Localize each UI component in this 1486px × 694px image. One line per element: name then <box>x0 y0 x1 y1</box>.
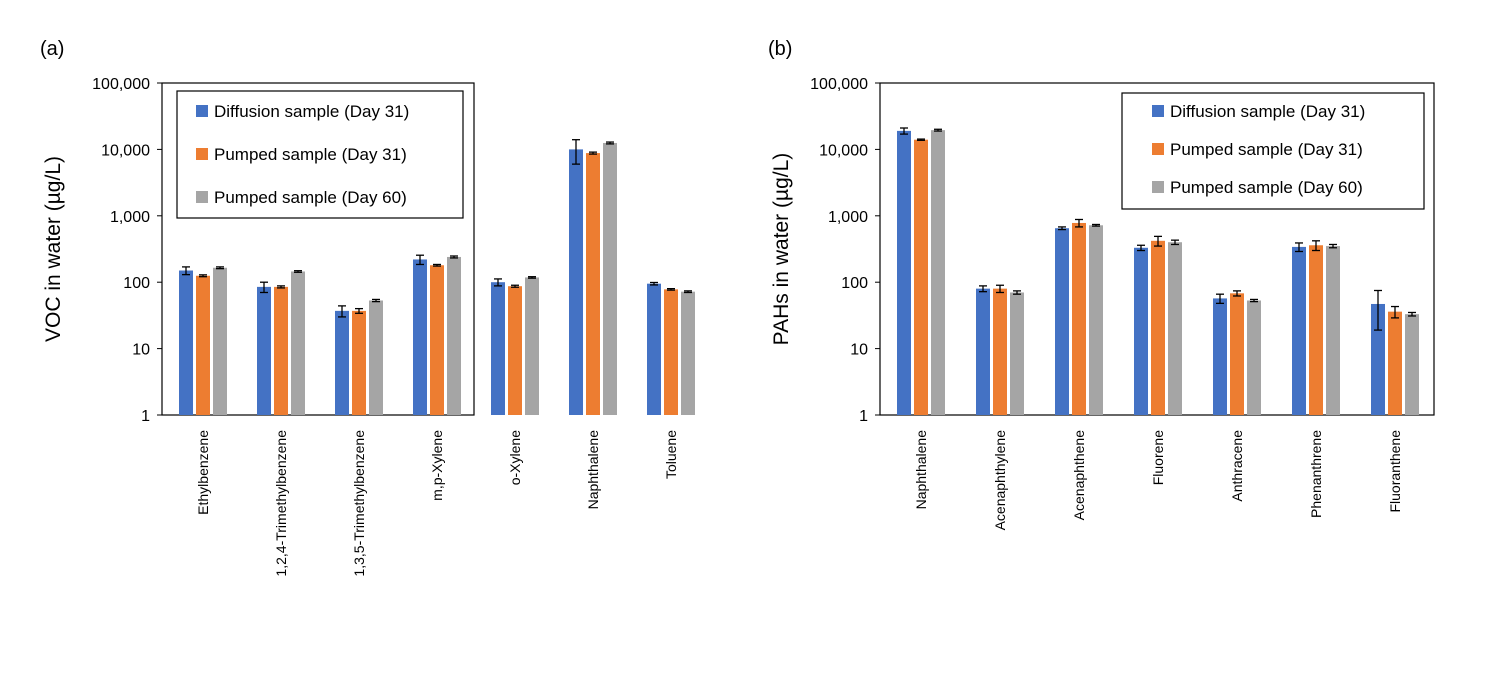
bar <box>931 130 945 415</box>
bar <box>1292 246 1306 415</box>
legend-swatch <box>196 191 208 203</box>
bar <box>1213 298 1227 415</box>
y-tick-label: 1,000 <box>828 209 868 226</box>
x-tick-label: Fluorene <box>1150 430 1166 485</box>
bar <box>586 153 600 415</box>
bar <box>179 270 193 415</box>
x-tick-label: 1,2,4-Trimethylbenzene <box>273 430 289 577</box>
bar <box>491 282 505 415</box>
y-tick-label: 100 <box>841 275 868 292</box>
x-tick-label: Toluene <box>663 430 679 479</box>
y-tick-label: 100,000 <box>810 76 868 93</box>
bar <box>413 259 427 415</box>
bar <box>1055 228 1069 415</box>
bar <box>1371 303 1385 415</box>
bar <box>352 310 366 415</box>
x-tick-label: Acenaphthylene <box>992 430 1008 531</box>
bar <box>257 286 271 415</box>
bar <box>525 277 539 415</box>
bar <box>196 275 210 415</box>
bar <box>1010 292 1024 415</box>
legend-label: Pumped sample (Day 60) <box>214 188 407 207</box>
bar <box>914 139 928 416</box>
bar <box>1230 293 1244 415</box>
legend-box <box>1121 92 1425 210</box>
x-tick-label: Ethylbenzene <box>195 430 211 515</box>
plot-frame <box>161 82 475 416</box>
panel-label: (a) <box>40 38 64 60</box>
bar <box>1388 311 1402 415</box>
x-tick-label: Naphthalene <box>913 430 929 510</box>
y-tick-label: 10 <box>850 342 868 359</box>
legend-label: Diffusion sample (Day 31) <box>1170 102 1365 121</box>
bar <box>1089 225 1103 415</box>
legend-swatch <box>1152 143 1164 155</box>
legend-swatch <box>1152 105 1164 117</box>
legend-label: Pumped sample (Day 60) <box>1170 178 1363 197</box>
y-tick-label: 100 <box>123 275 150 292</box>
bar <box>1151 240 1165 415</box>
y-axis-label: VOC in water (µg/L) <box>42 156 65 342</box>
legend-swatch <box>196 105 208 117</box>
legend-swatch <box>1152 181 1164 193</box>
bar <box>1168 242 1182 415</box>
y-tick-label: 100,000 <box>92 76 150 93</box>
panel-label: (b) <box>768 38 792 60</box>
x-tick-label: Fluoranthene <box>1387 430 1403 513</box>
bar <box>213 267 227 415</box>
y-tick-label: 1 <box>141 408 150 425</box>
bar <box>1072 222 1086 415</box>
bar <box>603 142 617 415</box>
x-tick-label: Anthracene <box>1229 430 1245 502</box>
x-tick-label: 1,3,5-Trimethylbenzene <box>351 430 367 577</box>
bar <box>1309 245 1323 415</box>
legend-box <box>176 90 464 219</box>
x-tick-label: o-Xylene <box>507 430 523 485</box>
bar <box>447 256 461 415</box>
bar <box>274 286 288 415</box>
legend-swatch <box>196 148 208 160</box>
bar <box>664 289 678 415</box>
bar <box>1405 314 1419 415</box>
legend-label: Pumped sample (Day 31) <box>214 145 407 164</box>
x-tick-label: Acenaphthene <box>1071 430 1087 521</box>
bar <box>369 300 383 415</box>
bar <box>291 271 305 415</box>
y-axis-label: PAHs in water (µg/L) <box>770 153 793 346</box>
bar <box>1247 300 1261 415</box>
y-tick-label: 1 <box>859 408 868 425</box>
bar <box>976 288 990 415</box>
bar <box>897 130 911 416</box>
bar <box>569 149 583 415</box>
bar <box>508 286 522 415</box>
x-tick-label: Naphthalene <box>585 430 601 510</box>
bar <box>647 283 661 415</box>
bar <box>430 265 444 415</box>
bar <box>681 291 695 415</box>
bar <box>993 288 1007 415</box>
bar <box>1326 246 1340 415</box>
bar <box>335 310 349 415</box>
legend-label: Diffusion sample (Day 31) <box>214 102 409 121</box>
y-tick-label: 1,000 <box>110 209 150 226</box>
legend-label: Pumped sample (Day 31) <box>1170 140 1363 159</box>
x-tick-label: Phenanthrene <box>1308 430 1324 518</box>
bar <box>1134 247 1148 415</box>
y-tick-label: 10 <box>132 342 150 359</box>
y-tick-label: 10,000 <box>101 142 150 159</box>
x-tick-label: m,p-Xylene <box>429 430 445 501</box>
y-tick-label: 10,000 <box>819 142 868 159</box>
